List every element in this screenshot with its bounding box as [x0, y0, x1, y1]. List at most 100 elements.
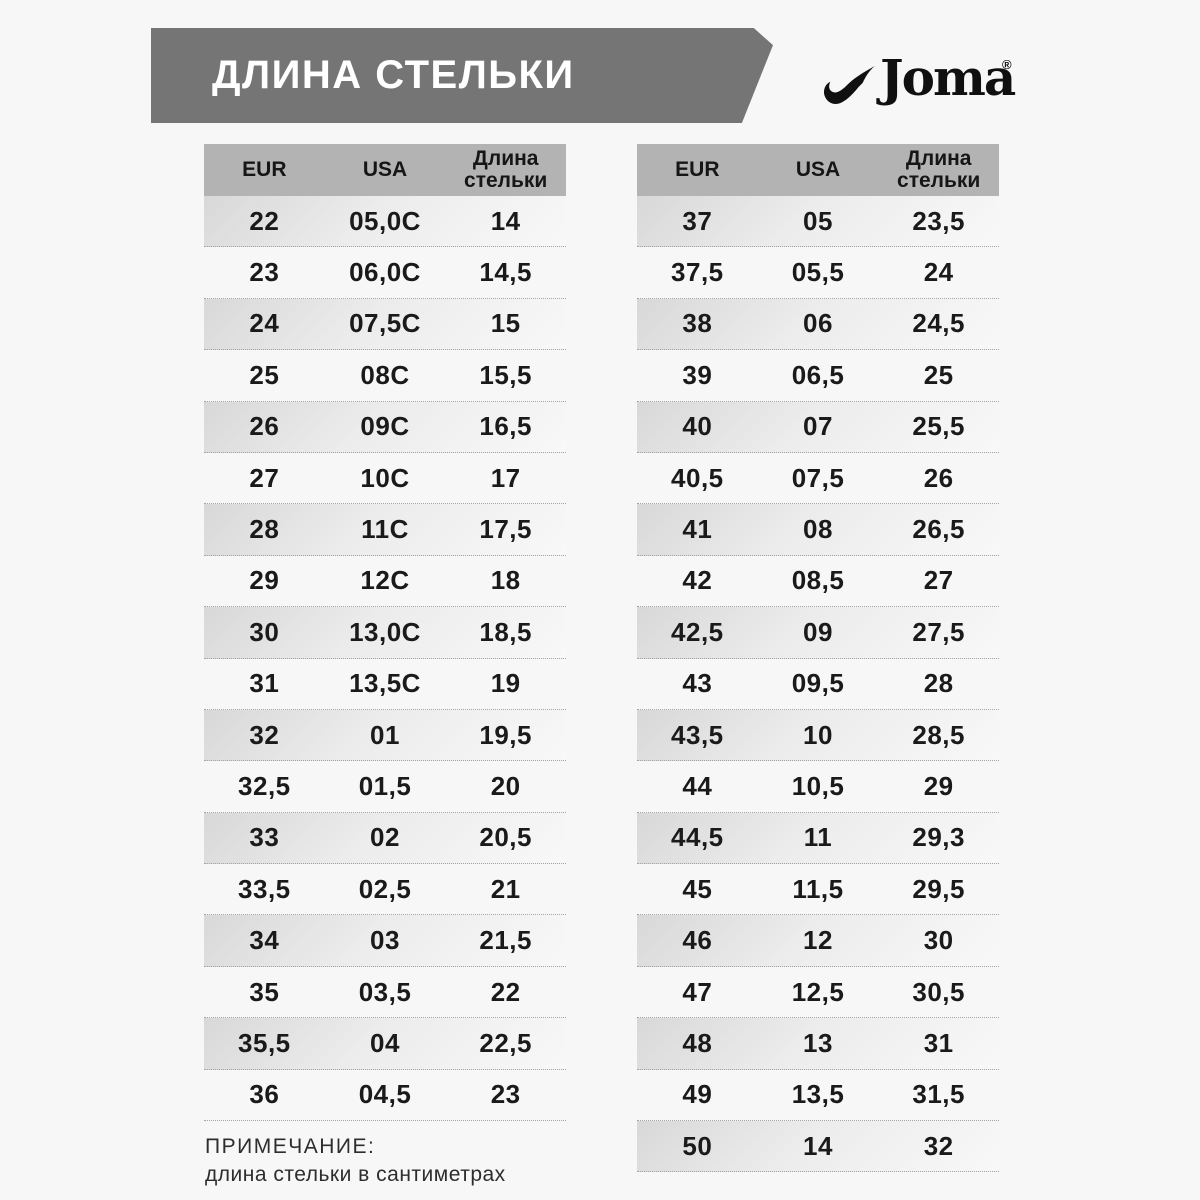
table-cell: 05 [803, 205, 833, 236]
table-cell: 01 [370, 719, 400, 750]
table-row: 43 09,5 28 [637, 659, 999, 710]
table-cell: 48 [682, 1027, 713, 1058]
table-row: 38 06 24,5 [637, 298, 999, 351]
table-body: 37 05 23,5 37,5 05,5 24 38 06 24,5 39 06,5 25 40 07 25… [637, 196, 999, 1173]
joma-swoosh-icon [823, 66, 875, 105]
table-cell: 13 [803, 1027, 833, 1058]
table-cell: 20 [490, 770, 521, 801]
table-cell: 08,5 [791, 565, 845, 596]
table-cell: 26 [249, 411, 280, 442]
table-row: 34 03 21,5 [204, 915, 566, 967]
column-header-eur: EUR [675, 158, 720, 181]
registered-trademark-icon: ® [1002, 57, 1012, 72]
table-cell: 46 [682, 925, 713, 956]
table-cell: 25,5 [912, 411, 965, 442]
table-cell: 07 [803, 411, 833, 442]
joma-wordmark: Joma [880, 48, 1016, 107]
table-cell: 11C [361, 514, 409, 545]
table-cell: 40 [682, 411, 713, 442]
table-cell: 29 [249, 565, 280, 596]
table-cell: 30,5 [912, 976, 965, 1007]
table-cell: 49 [682, 1079, 713, 1110]
table-cell: 31,5 [912, 1079, 965, 1110]
column-header-eur: EUR [242, 158, 287, 181]
table-row: 23 06,0C 14,5 [204, 247, 566, 299]
table-cell: 29,5 [912, 873, 965, 904]
table-body: 22 05,0C 14 23 06,0C 14,5 24 07,5C 15 25 08C 15,5 26… [204, 196, 566, 1122]
table-cell: 07,5C [349, 308, 421, 339]
table-cell: 19 [490, 668, 521, 699]
table-cell: 39 [682, 359, 713, 390]
table-cell: 08C [360, 359, 410, 390]
table-cell: 09 [803, 616, 833, 647]
table-cell: 47 [682, 976, 713, 1007]
table-row: 44,5 11 29,3 [637, 812, 999, 865]
table-cell: 12C [360, 565, 410, 596]
table-row: 36 04,5 23 [204, 1070, 566, 1122]
table-cell: 28 [249, 514, 280, 545]
table-cell: 29,3 [912, 822, 965, 853]
table-cell: 33,5 [238, 873, 291, 904]
table-row: 25 08C 15,5 [204, 350, 566, 402]
table-cell: 01,5 [358, 770, 412, 801]
table-cell: 18,5 [479, 616, 532, 647]
table-cell: 27,5 [912, 616, 965, 647]
table-cell: 33 [249, 822, 280, 853]
table-cell: 07,5 [791, 462, 845, 493]
table-row: 26 09C 16,5 [204, 401, 566, 453]
table-cell: 23,5 [912, 205, 965, 236]
footnote-title: ПРИМЕЧАНИЕ: [205, 1135, 376, 1158]
table-cell: 44 [682, 770, 713, 801]
table-cell: 04 [370, 1027, 400, 1058]
table-row: 48 13 31 [637, 1018, 999, 1070]
table-cell: 27 [923, 565, 954, 596]
table-row: 42,5 09 27,5 [637, 607, 999, 659]
table-cell: 40,5 [671, 462, 724, 493]
column-header-insole-length: Длина стельки [464, 147, 548, 192]
table-cell: 21,5 [479, 925, 532, 956]
page-title: ДЛИНА СТЕЛЬКИ [212, 53, 575, 97]
table-row: 27 10C 17 [204, 453, 566, 505]
table-cell: 12,5 [791, 976, 845, 1007]
table-cell: 06,0C [349, 257, 421, 288]
table-cell: 12 [803, 925, 833, 956]
table-row: 41 08 26,5 [637, 504, 999, 556]
table-cell: 09,5 [791, 668, 845, 699]
column-header-usa: USA [362, 158, 408, 181]
table-cell: 10,5 [791, 770, 845, 801]
table-row: 44 10,5 29 [637, 761, 999, 813]
table-cell: 18 [490, 565, 521, 596]
table-row: 47 12,5 30,5 [637, 967, 999, 1019]
table-row: 40 07 25,5 [637, 401, 999, 453]
table-cell: 36 [249, 1079, 280, 1110]
table-cell: 04,5 [358, 1079, 412, 1110]
table-cell: 22 [249, 205, 280, 236]
table-cell: 10 [803, 719, 833, 750]
table-cell: 37 [682, 205, 713, 236]
table-cell: 02,5 [358, 873, 412, 904]
table-cell: 24 [923, 257, 954, 288]
table-cell: 11,5 [792, 873, 844, 904]
footnote: ПРИМЕЧАНИЕ: длина стельки в сантиметрах [205, 1133, 506, 1189]
table-cell: 42,5 [671, 616, 724, 647]
table-cell: 31 [923, 1027, 954, 1058]
footnote-text: длина стельки в сантиметрах [205, 1163, 506, 1186]
table-cell: 45 [682, 873, 713, 904]
table-row: 32,5 01,5 20 [204, 761, 566, 813]
table-cell: 30 [923, 925, 954, 956]
table-row: 37 05 23,5 [637, 196, 999, 248]
table-cell: 15,5 [479, 359, 532, 390]
banner: ДЛИНА СТЕЛЬКИ [151, 28, 773, 123]
table-cell: 16,5 [479, 411, 532, 442]
table-cell: 29 [923, 770, 954, 801]
table-cell: 38 [682, 308, 713, 339]
table-cell: 42 [682, 565, 713, 596]
table-cell: 32,5 [238, 770, 291, 801]
table-cell: 15 [490, 308, 521, 339]
table-row: 32 01 19,5 [204, 709, 566, 762]
table-cell: 14,5 [479, 257, 532, 288]
table-cell: 35 [249, 976, 280, 1007]
table-row: 35 03,5 22 [204, 967, 566, 1019]
table-cell: 26 [923, 462, 954, 493]
